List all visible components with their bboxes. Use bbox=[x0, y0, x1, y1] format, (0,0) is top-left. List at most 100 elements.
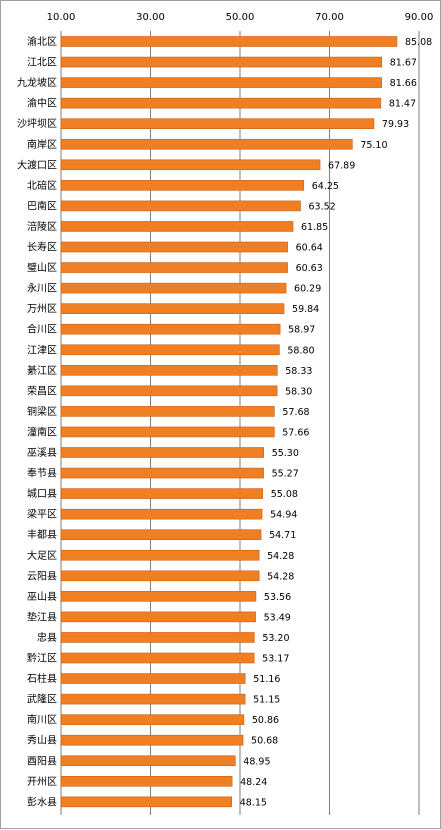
category-label: 丰都县 bbox=[27, 528, 57, 541]
data-label: 79.93 bbox=[382, 119, 409, 130]
category-label: 梁平区 bbox=[27, 508, 57, 521]
bar bbox=[60, 56, 383, 68]
category-label: 渝中区 bbox=[27, 97, 57, 110]
category-label: 酉阳县 bbox=[27, 755, 57, 767]
category-label: 垫江县 bbox=[27, 610, 57, 623]
data-label: 75.10 bbox=[360, 140, 387, 151]
data-label: 50.68 bbox=[251, 736, 278, 747]
data-label: 54.28 bbox=[267, 551, 294, 562]
bar bbox=[60, 385, 278, 397]
data-label: 51.16 bbox=[253, 674, 280, 685]
data-label: 58.30 bbox=[285, 386, 312, 397]
bar bbox=[60, 262, 288, 273]
data-label: 81.66 bbox=[390, 78, 417, 89]
category-label: 綦江区 bbox=[27, 364, 57, 377]
bar bbox=[60, 303, 285, 314]
data-label: 59.84 bbox=[292, 304, 319, 315]
bar bbox=[60, 632, 255, 643]
category-label: 奉节县 bbox=[27, 467, 57, 480]
bar bbox=[60, 796, 233, 808]
category-label: 大足区 bbox=[27, 549, 57, 562]
data-label: 58.33 bbox=[285, 366, 312, 377]
category-label: 合川区 bbox=[27, 323, 57, 336]
category-label: 忠县 bbox=[37, 632, 57, 644]
category-label: 南川区 bbox=[27, 713, 57, 726]
category-label: 北碚区 bbox=[27, 179, 57, 192]
data-label: 55.30 bbox=[272, 448, 299, 459]
category-label: 云阳县 bbox=[27, 570, 57, 582]
bar bbox=[60, 241, 288, 253]
category-label: 秀山县 bbox=[27, 735, 57, 747]
category-label: 璧山区 bbox=[27, 261, 57, 274]
bar bbox=[60, 549, 260, 561]
bar bbox=[60, 591, 257, 602]
category-label: 江北区 bbox=[27, 57, 57, 69]
data-label: 61.85 bbox=[301, 222, 328, 233]
bar bbox=[60, 200, 301, 212]
data-labels: 85.08 81.67 81.66 81.47 79.93 75.10 67.89 64.25… bbox=[240, 37, 432, 808]
data-label: 48.95 bbox=[243, 756, 270, 767]
category-label: 铜梁区 bbox=[27, 405, 57, 418]
category-label: 涪陵区 bbox=[27, 220, 57, 233]
category-label: 长寿区 bbox=[27, 241, 57, 254]
category-label: 城口县 bbox=[27, 488, 57, 500]
category-label: 荣昌区 bbox=[27, 385, 57, 397]
category-label: 巫山县 bbox=[27, 591, 57, 603]
category-label: 大渡口区 bbox=[17, 158, 57, 171]
data-label: 67.89 bbox=[328, 160, 355, 171]
data-label: 53.20 bbox=[262, 633, 289, 644]
bar bbox=[60, 36, 398, 47]
data-label: 63.52 bbox=[309, 201, 336, 212]
bar bbox=[60, 364, 278, 376]
category-label: 沙坪坝区 bbox=[17, 117, 57, 130]
bar bbox=[60, 488, 264, 499]
category-label: 万州区 bbox=[27, 303, 57, 315]
bar bbox=[60, 755, 236, 767]
bar bbox=[60, 406, 275, 417]
category-label: 彭水县 bbox=[27, 795, 57, 808]
bar bbox=[60, 508, 263, 520]
data-label: 53.49 bbox=[264, 612, 291, 623]
data-label: 53.17 bbox=[262, 654, 289, 665]
data-label: 81.47 bbox=[389, 99, 416, 110]
data-label: 58.97 bbox=[288, 325, 315, 336]
data-label: 48.15 bbox=[240, 797, 267, 808]
data-label: 57.68 bbox=[282, 407, 309, 418]
x-tick-label: 70.00 bbox=[315, 12, 344, 23]
data-label: 58.80 bbox=[287, 345, 314, 356]
x-tick-label: 50.00 bbox=[226, 12, 255, 23]
data-label: 51.15 bbox=[253, 695, 280, 706]
bar bbox=[60, 611, 256, 623]
bar bbox=[60, 282, 287, 294]
data-label: 57.66 bbox=[282, 427, 309, 438]
category-label: 黔江区 bbox=[27, 652, 57, 665]
bar bbox=[60, 426, 275, 438]
bar bbox=[60, 180, 305, 191]
x-axis-tick-labels: 10.00 30.00 50.00 70.00 90.00 bbox=[47, 12, 434, 23]
x-tick-label: 10.00 bbox=[47, 12, 76, 23]
category-label: 渝北区 bbox=[27, 35, 57, 48]
category-label: 石柱县 bbox=[27, 672, 57, 685]
bar bbox=[60, 77, 382, 88]
bar bbox=[60, 344, 280, 356]
data-label: 85.08 bbox=[405, 37, 432, 48]
bar bbox=[60, 447, 265, 458]
category-label: 九龙坡区 bbox=[17, 76, 57, 89]
data-label: 55.08 bbox=[271, 489, 298, 500]
data-label: 55.27 bbox=[272, 469, 299, 480]
category-label: 永川区 bbox=[27, 282, 57, 295]
data-label: 54.28 bbox=[267, 571, 294, 582]
data-label: 60.29 bbox=[294, 284, 321, 295]
data-label: 60.64 bbox=[296, 243, 323, 254]
bar bbox=[60, 323, 281, 335]
bar bbox=[60, 673, 246, 684]
x-tick-label: 30.00 bbox=[136, 12, 165, 23]
data-label: 81.67 bbox=[390, 58, 417, 69]
bar bbox=[60, 529, 262, 541]
data-label: 53.56 bbox=[264, 592, 291, 603]
data-label: 54.94 bbox=[270, 510, 297, 521]
bar bbox=[60, 652, 255, 664]
bar bbox=[60, 467, 264, 479]
